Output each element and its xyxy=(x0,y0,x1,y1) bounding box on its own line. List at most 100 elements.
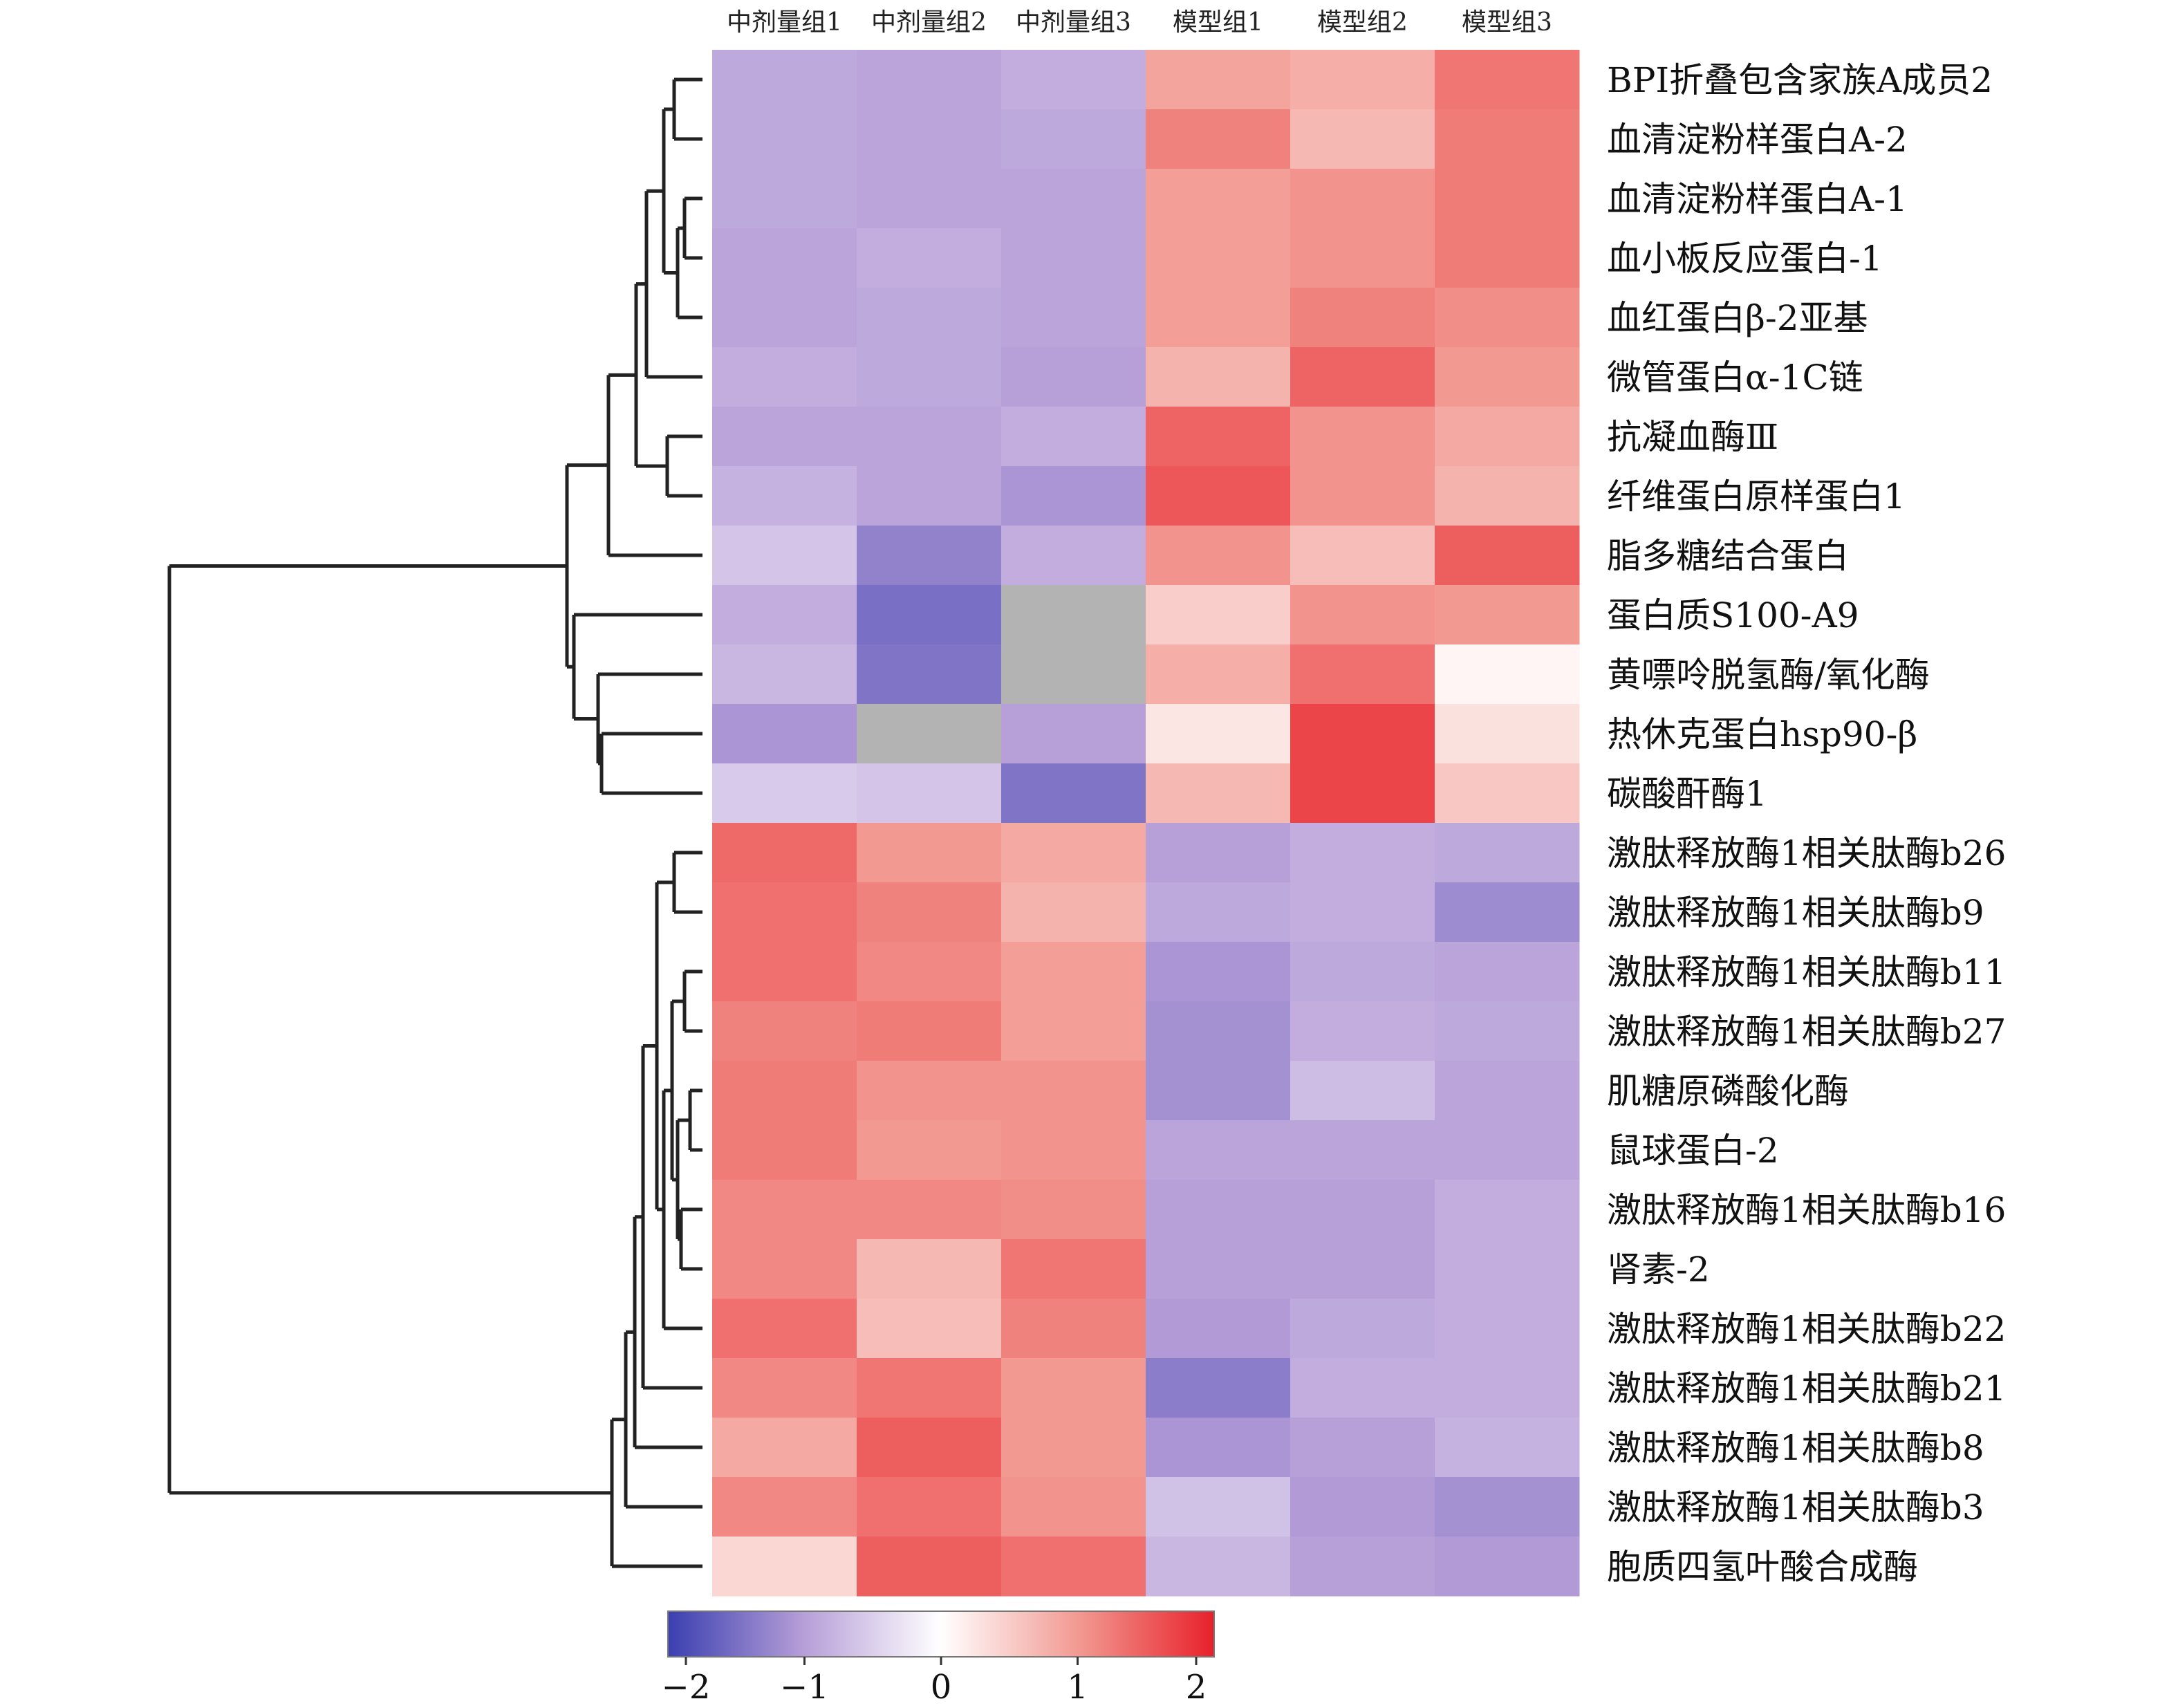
heatmap-cell xyxy=(1146,228,1291,288)
heatmap-cell xyxy=(1001,407,1146,467)
heatmap-cell xyxy=(1290,526,1435,586)
heatmap-cell xyxy=(1290,50,1435,110)
row-label: 血清淀粉样蛋白A-1 xyxy=(1607,179,1908,219)
heatmap-cell xyxy=(712,407,857,467)
heatmap-cell xyxy=(1290,1061,1435,1121)
heatmap-cell xyxy=(712,1180,857,1240)
heatmap-cell xyxy=(857,1239,1002,1299)
row-label: 血红蛋白β-2亚基 xyxy=(1607,298,1868,338)
colorbar-tick-label: −1 xyxy=(780,1668,829,1707)
heatmap-cell xyxy=(857,1358,1002,1418)
row-label: BPI折叠包含家族A成员2 xyxy=(1607,60,1993,100)
heatmap-cell xyxy=(1001,1418,1146,1478)
heatmap-cell xyxy=(1001,704,1146,764)
heatmap-cell xyxy=(1290,763,1435,824)
row-label: 热休克蛋白hsp90-β xyxy=(1607,714,1917,754)
heatmap-cell xyxy=(1146,882,1291,943)
heatmap-cell xyxy=(1290,1120,1435,1180)
heatmap-cell xyxy=(1001,1061,1146,1121)
heatmap-cell xyxy=(1001,882,1146,943)
heatmap-cell xyxy=(1001,1537,1146,1597)
colorbar-tick-label: 2 xyxy=(1186,1668,1207,1707)
heatmap-cell xyxy=(712,1537,857,1597)
heatmap-cell xyxy=(1146,1418,1291,1478)
row-label: 抗凝血酶Ⅲ xyxy=(1607,417,1778,457)
column-label: 模型组1 xyxy=(1173,8,1263,37)
heatmap-cell xyxy=(857,1180,1002,1240)
heatmap-cell xyxy=(712,50,857,110)
heatmap-cell xyxy=(1146,644,1291,705)
heatmap-cell xyxy=(1290,228,1435,288)
heatmap-cell xyxy=(1146,109,1291,169)
heatmap-cell xyxy=(1290,1477,1435,1537)
colorbar-ticks: −2 −1 0 1 2 xyxy=(662,1657,1207,1707)
heatmap-cell xyxy=(1290,347,1435,407)
heatmap-cell xyxy=(1001,347,1146,407)
column-label: 模型组3 xyxy=(1462,8,1552,37)
heatmap-cell xyxy=(857,585,1002,645)
heatmap-cell xyxy=(1290,1537,1435,1597)
heatmap-cell xyxy=(1146,704,1291,764)
heatmap-cell xyxy=(1001,1477,1146,1537)
heatmap-cell xyxy=(1435,347,1580,407)
heatmap-cell xyxy=(1146,1239,1291,1299)
heatmap-cell xyxy=(857,823,1002,883)
heatmap-cell xyxy=(712,882,857,943)
heatmap-cell xyxy=(857,526,1002,586)
heatmap-cell xyxy=(1001,109,1146,169)
heatmap-cell xyxy=(1435,1001,1580,1061)
heatmap-cell xyxy=(1146,823,1291,883)
row-label: 激肽释放酶1相关肽酶b22 xyxy=(1607,1309,2006,1349)
column-label: 模型组2 xyxy=(1317,8,1408,37)
heatmap-cell xyxy=(1435,942,1580,1002)
heatmap-cell xyxy=(1146,1477,1291,1537)
heatmap-cell xyxy=(1146,466,1291,526)
heatmap-cell xyxy=(1146,942,1291,1002)
heatmap-cell xyxy=(1001,585,1146,645)
heatmap-cell xyxy=(857,109,1002,169)
heatmap-cell xyxy=(1435,1477,1580,1537)
heatmap-cell xyxy=(712,288,857,348)
heatmap-cell xyxy=(1001,526,1146,586)
heatmap-cell xyxy=(1435,50,1580,110)
heatmap-cell xyxy=(712,169,857,229)
heatmap-cell xyxy=(712,1299,857,1359)
heatmap-cell xyxy=(1146,526,1291,586)
heatmap-cell xyxy=(1290,1299,1435,1359)
heatmap-cell xyxy=(857,1061,1002,1121)
heatmap-cell xyxy=(1146,1358,1291,1418)
heatmap-cell xyxy=(1146,1299,1291,1359)
heatmap-cell xyxy=(712,823,857,883)
heatmap-cell xyxy=(1001,1358,1146,1418)
row-label: 微管蛋白α-1C链 xyxy=(1607,358,1863,398)
heatmap-cell xyxy=(1435,585,1580,645)
column-label: 中剂量组1 xyxy=(727,8,842,37)
row-label: 肾素-2 xyxy=(1607,1250,1710,1290)
heatmap-cell xyxy=(1290,644,1435,705)
heatmap-cell xyxy=(857,1477,1002,1537)
heatmap-cell xyxy=(1290,882,1435,943)
heatmap-cell xyxy=(1146,169,1291,229)
row-label: 肌糖原磷酸化酶 xyxy=(1607,1071,1849,1111)
row-label: 激肽释放酶1相关肽酶b9 xyxy=(1607,893,1984,933)
heatmap-cell xyxy=(712,1477,857,1537)
row-label: 激肽释放酶1相关肽酶b11 xyxy=(1607,952,2006,992)
heatmap-cell xyxy=(1290,1239,1435,1299)
row-label: 血清淀粉样蛋白A-2 xyxy=(1607,120,1908,160)
row-label: 激肽释放酶1相关肽酶b8 xyxy=(1607,1428,1984,1468)
row-label: 碳酸酐酶1 xyxy=(1607,774,1767,814)
heatmap-cell xyxy=(1435,526,1580,586)
column-label: 中剂量组3 xyxy=(1016,8,1131,37)
heatmap-cell xyxy=(712,1239,857,1299)
heatmap-cell xyxy=(1290,1358,1435,1418)
heatmap-cell xyxy=(857,763,1002,824)
heatmap-cell xyxy=(1290,942,1435,1002)
heatmap-cell xyxy=(1001,169,1146,229)
heatmap-cell xyxy=(857,1001,1002,1061)
row-label: 鼠球蛋白-2 xyxy=(1607,1131,1779,1171)
heatmap-cell xyxy=(1001,288,1146,348)
heatmap-cell xyxy=(1435,109,1580,169)
heatmap-cell xyxy=(1001,228,1146,288)
heatmap-cell xyxy=(712,585,857,645)
heatmap-cell xyxy=(1435,1239,1580,1299)
